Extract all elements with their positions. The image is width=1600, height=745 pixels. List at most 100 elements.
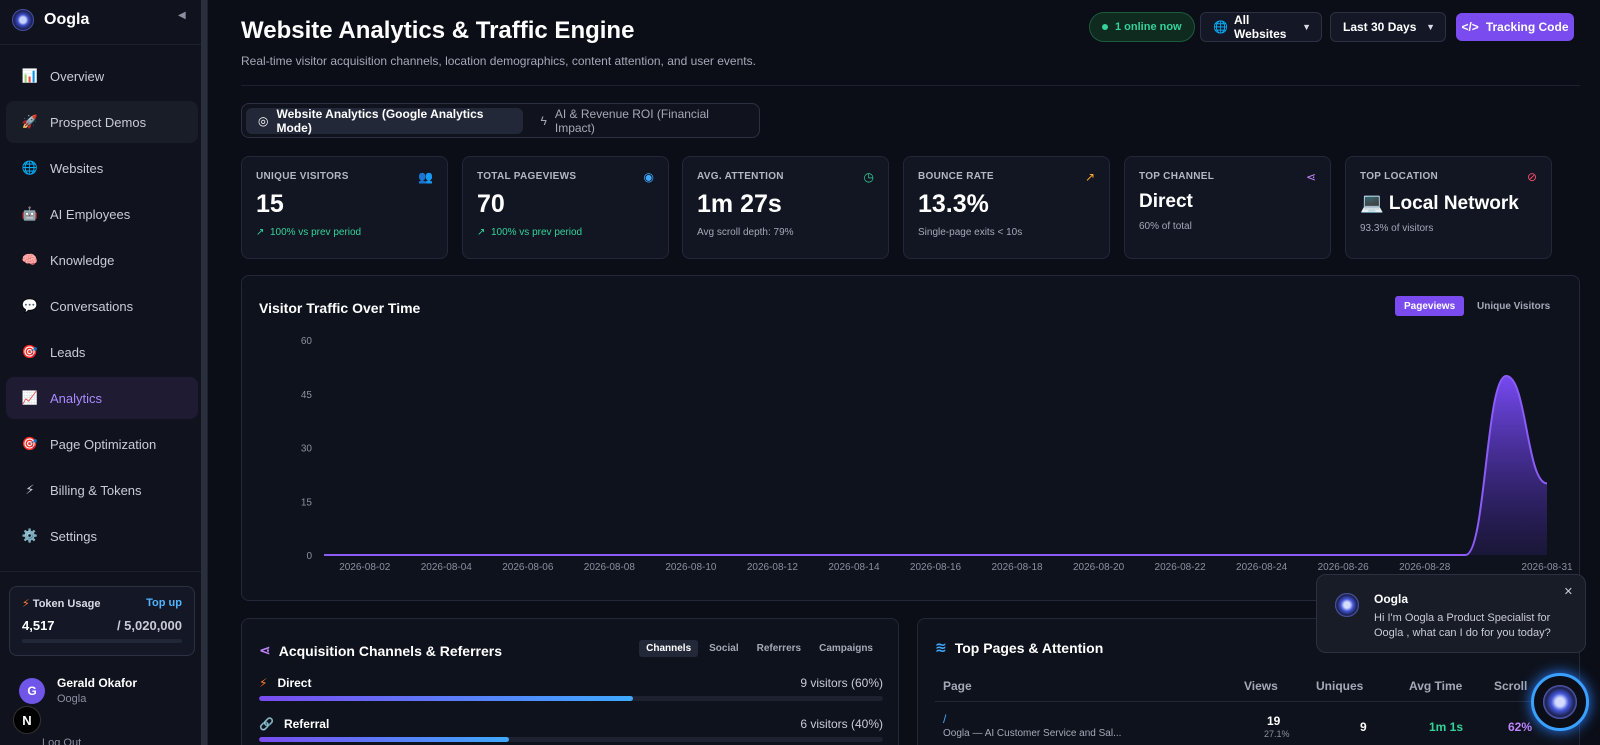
chat-name: Oogla: [1374, 592, 1409, 606]
sidebar-item-prospect-demos[interactable]: 🚀 Prospect Demos: [6, 101, 198, 143]
chat-popup[interactable]: Oogla Hi I'm Oogla a Product Specialist …: [1316, 574, 1586, 653]
chat-launcher-button[interactable]: [1531, 673, 1589, 731]
sidebar-item-overview[interactable]: 📊 Overview: [6, 55, 198, 97]
kpi-trend: ↗ 100% vs prev period: [477, 227, 654, 238]
y-tick-label: 30: [301, 444, 313, 455]
channel-bar-fill: [259, 696, 634, 701]
online-now-badge: 1 online now: [1089, 12, 1195, 42]
kpi-label: UNIQUE VISITORS: [256, 171, 349, 182]
x-tick-label: 2026-08-06: [502, 562, 554, 573]
sidebar-item-label: Billing & Tokens: [50, 482, 142, 498]
column-header-uniques[interactable]: Uniques: [1316, 679, 1364, 693]
tab-website-analytics[interactable]: ◎ Website Analytics (Google Analytics Mod…: [246, 107, 523, 135]
tab-label: AI & Revenue ROI (Financial Impact): [554, 106, 709, 135]
next-badge-icon[interactable]: N: [13, 706, 41, 734]
layers-icon: ≋: [935, 639, 947, 655]
sidebar-item-label: Websites: [50, 160, 104, 176]
globe-icon: 🌐: [1213, 20, 1228, 34]
column-header-views[interactable]: Views: [1244, 679, 1278, 693]
divider: [0, 44, 202, 45]
toggle-unique-visitors[interactable]: Unique Visitors: [1477, 300, 1551, 312]
user-profile[interactable]: G Gerald Okafor Oogla: [19, 676, 137, 705]
close-icon[interactable]: ✕: [1563, 586, 1573, 598]
page-title: Website Analytics & Traffic Engine: [241, 17, 635, 44]
subtab-channels[interactable]: Channels: [639, 640, 699, 657]
code-icon: </>: [1461, 20, 1479, 34]
analytics-tabs: ◎ Website Analytics (Google Analytics Mod…: [241, 103, 760, 138]
x-tick-label: 2026-08-20: [1073, 562, 1125, 573]
sidebar-item-page-optimization[interactable]: 🎯 Page Optimization: [6, 423, 198, 465]
x-tick-label: 2026-08-10: [665, 562, 717, 573]
date-range-select[interactable]: Last 30 Days ▼: [1330, 12, 1446, 42]
brand-name: Oogla: [44, 11, 90, 28]
brand[interactable]: Oogla: [12, 6, 89, 34]
traffic-chart-card: 0 15 30 45 60 2026-08-02 2026-08-04 2026-08-06 2…: [241, 275, 1580, 601]
x-tick-label: 2026-08-22: [1155, 562, 1207, 573]
page-path-link[interactable]: /: [943, 712, 947, 726]
online-count: 1 online now: [1115, 21, 1182, 33]
users-icon: 👥: [418, 170, 433, 184]
column-header-avg-time[interactable]: Avg Time: [1409, 679, 1463, 693]
subtab-referrers[interactable]: Referrers: [756, 643, 802, 654]
toggle-pageviews[interactable]: Pageviews: [1395, 296, 1465, 316]
top-up-link[interactable]: Top up: [146, 597, 182, 609]
panel-title: ⋖ Acquisition Channels & Referrers: [259, 642, 502, 659]
kpi-top-location: TOP LOCATION ⊘ 💻 Local Network 93.3% of …: [1345, 156, 1552, 259]
y-tick-label: 45: [301, 390, 313, 401]
kpi-total-pageviews: TOTAL PAGEVIEWS ◉ 70 ↗ 100% vs prev peri…: [462, 156, 669, 259]
page-views: 19: [1267, 714, 1281, 728]
link-icon: 🔗: [259, 717, 274, 731]
page-uniques: 9: [1360, 720, 1367, 734]
kpi-sub: Avg scroll depth: 79%: [697, 227, 794, 238]
kpi-top-channel: TOP CHANNEL ⋖ Direct 60% of total: [1124, 156, 1331, 259]
divider: [935, 701, 1565, 702]
trending-up-icon: ↗: [1084, 170, 1095, 184]
channel-row: ⚡ Direct 9 visitors (60%): [259, 676, 883, 701]
y-tick-label: 15: [301, 497, 313, 508]
x-tick-label: 2026-08-16: [910, 562, 962, 573]
sidebar-item-websites[interactable]: 🌐 Websites: [6, 147, 198, 189]
channel-value: 6 visitors (40%): [800, 717, 883, 731]
column-header-page[interactable]: Page: [943, 679, 972, 693]
subtab-social[interactable]: Social: [709, 643, 739, 654]
sidebar-item-leads[interactable]: 🎯 Leads: [6, 331, 198, 373]
sidebar-item-knowledge[interactable]: 🧠 Knowledge: [6, 239, 198, 281]
token-usage-label: Token Usage: [32, 598, 101, 610]
sidebar-item-billing[interactable]: ⚡ Billing & Tokens: [6, 469, 198, 511]
sidebar-item-conversations[interactable]: 💬 Conversations: [6, 285, 198, 327]
website-select[interactable]: 🌐 All Websites ▼: [1200, 12, 1322, 42]
panel-title: ≋ Top Pages & Attention: [935, 639, 1103, 656]
sidebar-item-label: Overview: [50, 68, 105, 84]
chevron-down-icon: ▼: [1302, 22, 1311, 32]
subtab-campaigns[interactable]: Campaigns: [819, 643, 873, 654]
column-header-scroll[interactable]: Scroll: [1494, 679, 1528, 693]
channel-row: 🔗 Referral 6 visitors (40%): [259, 717, 883, 742]
token-usage-card: ⚡ Token Usage Top up 4,517 / 5,020,000: [9, 586, 195, 656]
x-tick-label: 2026-08-24: [1236, 562, 1288, 573]
sidebar-item-settings[interactable]: ⚙️ Settings: [6, 515, 198, 557]
trend-up-icon: ↗: [477, 227, 486, 238]
sidebar-item-ai-employees[interactable]: 🤖 AI Employees: [6, 193, 198, 235]
share-icon: ⋖: [1305, 170, 1316, 184]
token-progress-bar: [22, 639, 182, 643]
tracking-code-button[interactable]: </> Tracking Code: [1456, 13, 1574, 41]
kpi-label: TOTAL PAGEVIEWS: [477, 171, 577, 182]
logout-link[interactable]: Log Out: [42, 737, 82, 745]
sidebar-item-analytics[interactable]: 📈 Analytics: [6, 377, 198, 419]
kpi-label: AVG. ATTENTION: [697, 171, 784, 182]
divider: [0, 571, 202, 572]
sidebar-nav: 📊 Overview 🚀 Prospect Demos 🌐 Websites 🤖 AI …: [6, 55, 198, 561]
chart-title: Visitor Traffic Over Time: [259, 300, 421, 316]
chat-message: Hi I'm Oogla a Product Specialist for Oo…: [1374, 612, 1551, 639]
channel-value: 9 visitors (60%): [800, 676, 883, 690]
sidebar-item-label: Conversations: [50, 298, 134, 314]
page-avg-time: 1m 1s: [1429, 720, 1464, 734]
chart-icon: 📊: [21, 68, 39, 83]
eye-icon: ◉: [643, 170, 654, 184]
tab-ai-revenue-roi[interactable]: ϟ AI & Revenue ROI (Financial Impact): [529, 106, 755, 135]
series-line: [324, 374, 1548, 556]
sidebar-scrollbar[interactable]: [201, 0, 207, 745]
assistant-avatar-icon: [1335, 593, 1359, 617]
collapse-sidebar-icon[interactable]: ◀: [178, 10, 186, 21]
channel-bar: [259, 737, 883, 742]
